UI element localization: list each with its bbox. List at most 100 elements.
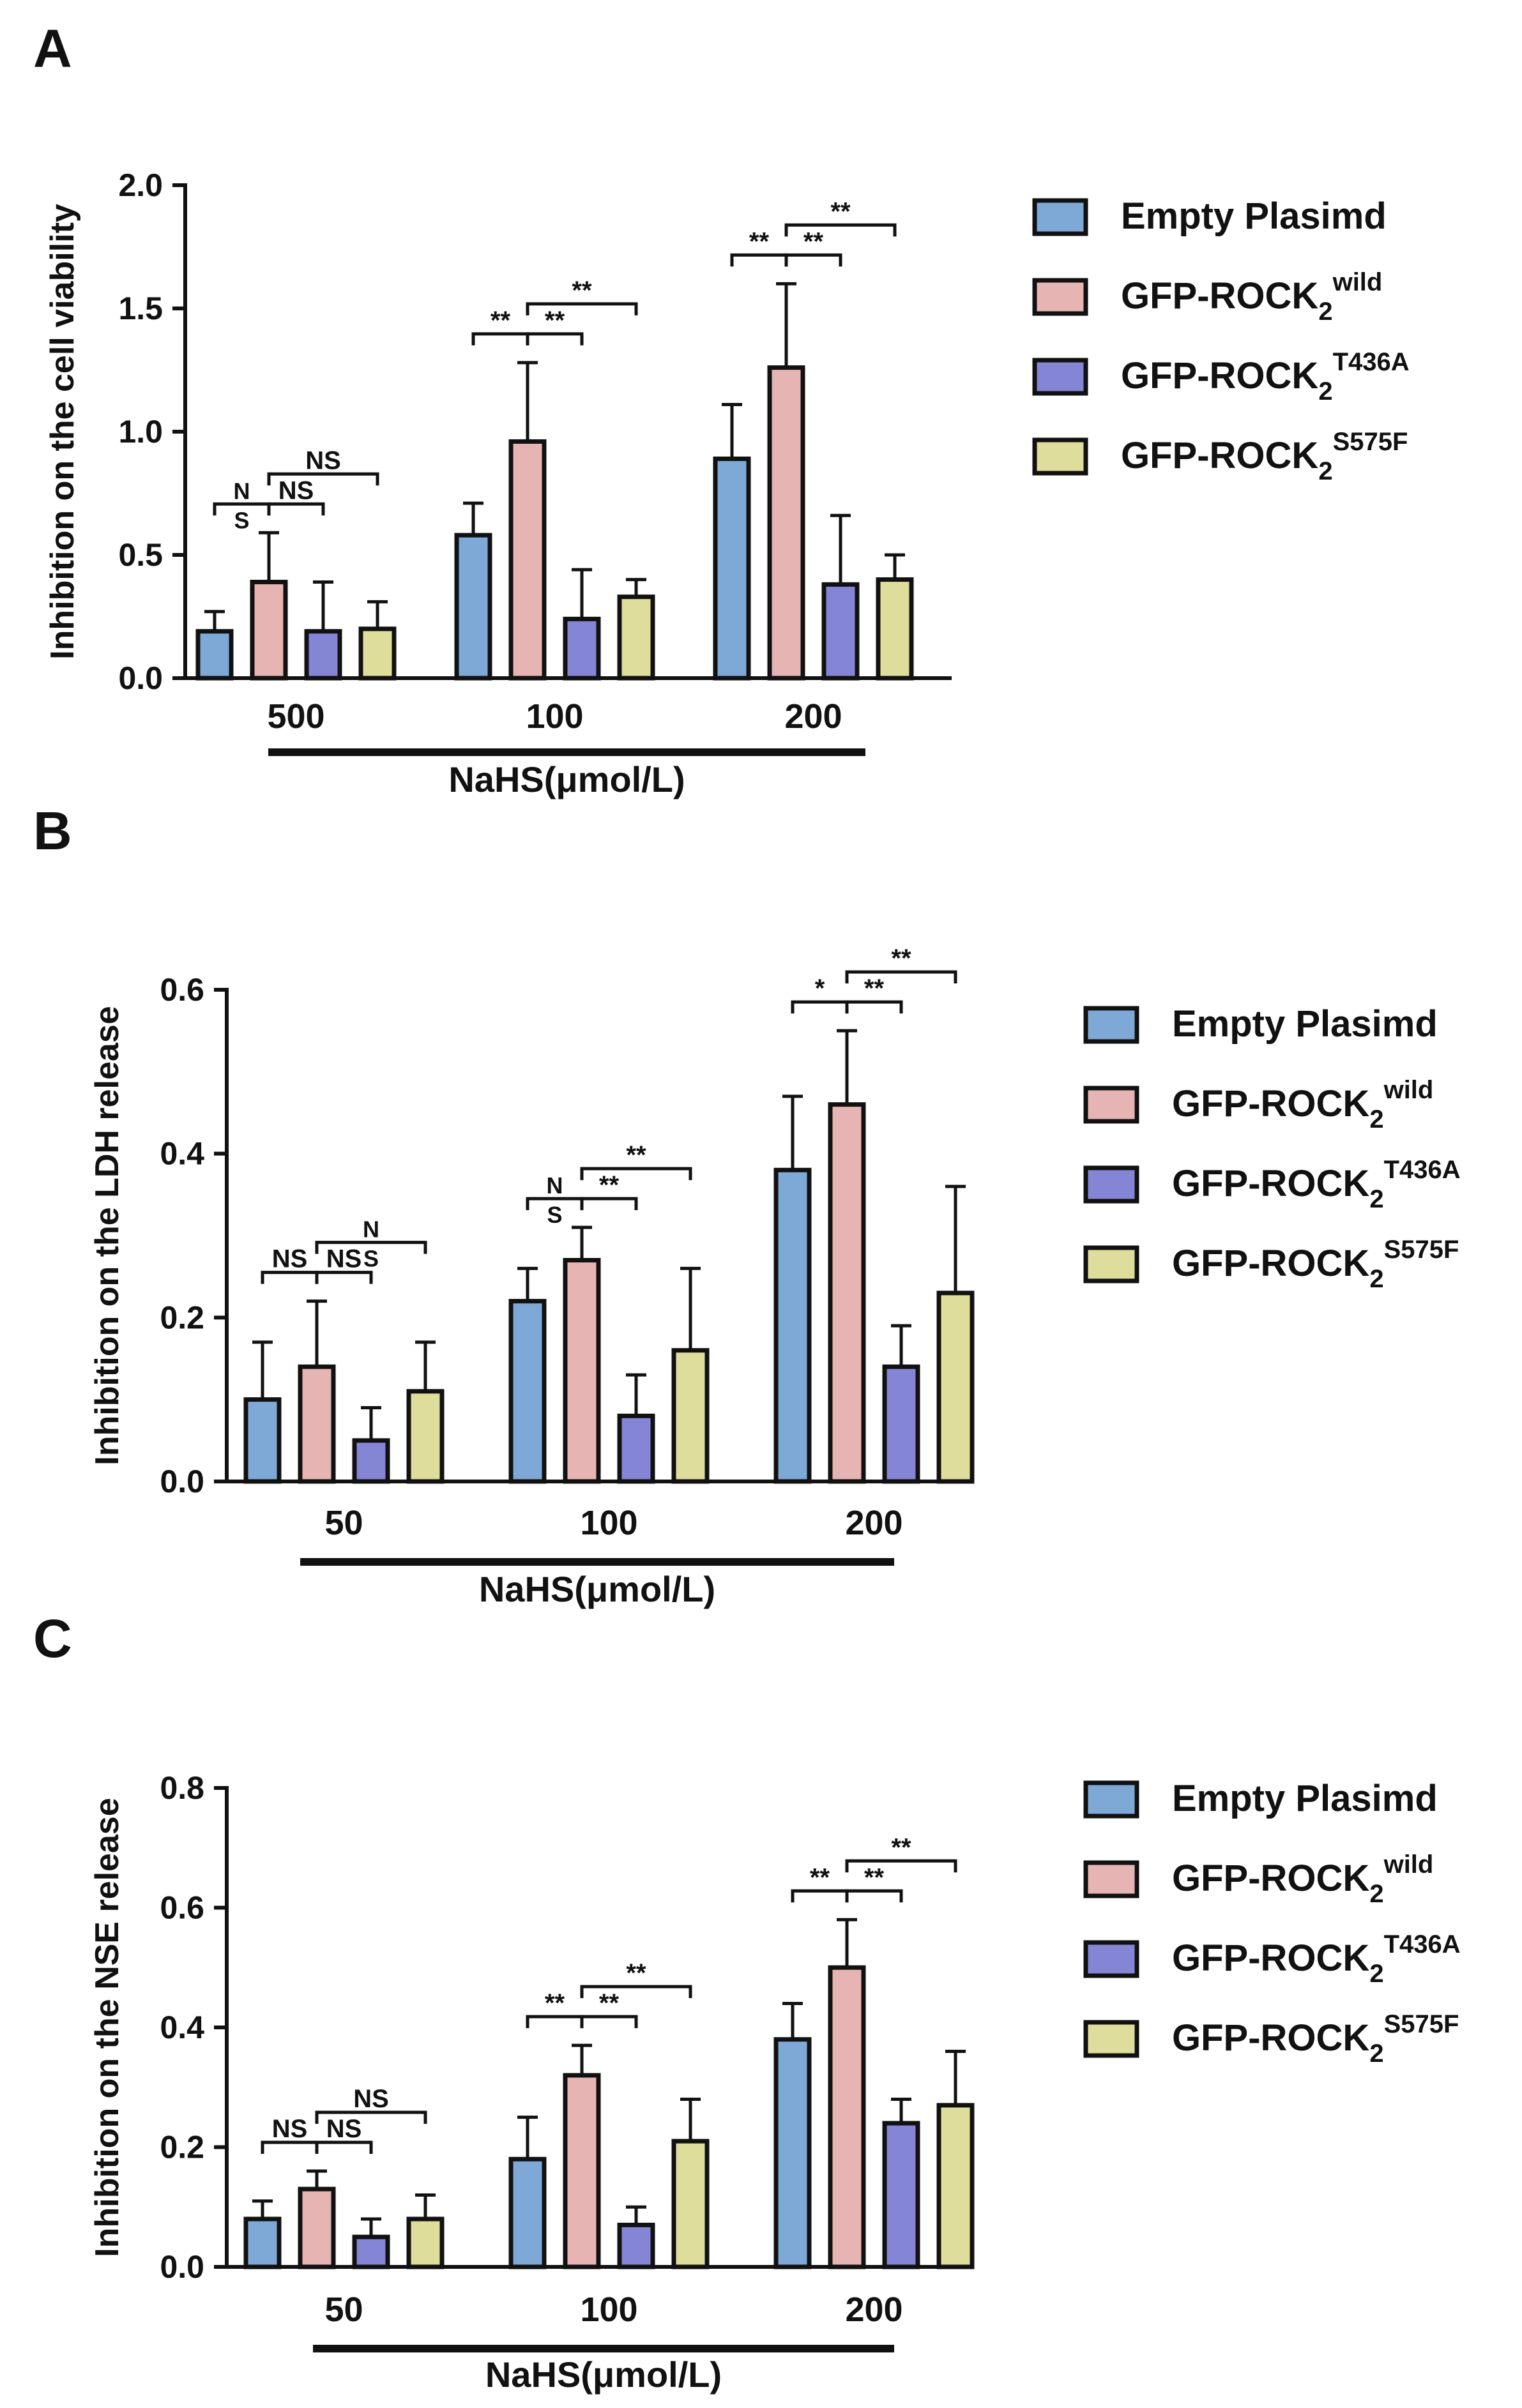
legend-swatch <box>1083 1006 1139 1044</box>
bar <box>936 1291 975 1484</box>
significance-label: ** <box>803 227 824 255</box>
significance-label: ** <box>626 1959 646 1987</box>
x-tick-label: 200 <box>784 697 842 736</box>
y-tick-label: 0.4 <box>160 2010 204 2045</box>
legend-swatch <box>1032 358 1088 396</box>
legend-swatch <box>1083 1860 1139 1898</box>
significance-label: NS <box>353 2085 389 2113</box>
significance-label: ** <box>810 1863 830 1891</box>
bar <box>358 626 397 681</box>
significance-label: N <box>234 478 250 504</box>
significance-bracket <box>267 472 379 486</box>
y-tick-label: 0.4 <box>160 1136 204 1172</box>
bar <box>828 1102 866 1484</box>
legend-item: GFP-ROCK2wild <box>1083 1076 1433 1133</box>
x-tick-label: 200 <box>845 1504 902 1542</box>
bar <box>563 616 601 681</box>
y-tick-label: 0.5 <box>118 537 163 573</box>
legend-item: Empty Plasimd <box>1032 195 1387 237</box>
y-tick-label: 0.6 <box>160 1890 204 1926</box>
significance-label: ** <box>749 227 770 255</box>
bar <box>243 2216 282 2269</box>
significance-label: ** <box>864 974 885 1003</box>
bar <box>773 2037 812 2269</box>
x-axis-title: NaHS(μmol/L) <box>485 2354 722 2395</box>
significance-label: ** <box>891 944 911 973</box>
y-tick-label: 1.0 <box>118 414 163 450</box>
bar <box>243 1397 282 1484</box>
panel-a: A 0.0 0.5 1.0 1.5 2.0 Inhibition on the cell v… <box>33 19 1410 799</box>
y-axis-title: Inhibition on the LDH release <box>89 1006 126 1465</box>
bar <box>298 1364 336 1484</box>
y-tick-label: 2.0 <box>118 167 163 203</box>
bar <box>454 533 492 681</box>
legend-item: GFP-ROCK2T436A <box>1083 1930 1461 1988</box>
legend-label: Empty Plasimd <box>1172 1003 1438 1045</box>
legend-item: GFP-ROCK2T436A <box>1083 1156 1461 1213</box>
y-axis-title: Inhibition on the cell viability <box>44 204 81 660</box>
legend-label: GFP-ROCK2wild <box>1172 1076 1433 1133</box>
legend-swatch <box>1083 1165 1139 1204</box>
legend-label: GFP-ROCK2T436A <box>1172 1156 1461 1213</box>
x-axis-title: NaHS(μmol/L) <box>479 1569 715 1609</box>
significance-label: ** <box>599 1171 620 1199</box>
bar <box>406 1389 445 1484</box>
bar <box>304 629 342 681</box>
significance-bracket <box>580 2015 638 2029</box>
y-tick-label: 0.2 <box>160 1299 204 1335</box>
legend-label: Empty Plasimd <box>1121 195 1387 237</box>
significance-bracket <box>471 332 529 345</box>
legend-swatch <box>1083 1086 1139 1124</box>
significance-bracket <box>526 302 638 315</box>
significance-label: ** <box>572 276 592 305</box>
x-axis-title: NaHS(μmol/L) <box>448 759 685 799</box>
significance-label: N <box>547 1172 563 1199</box>
bar <box>563 1258 601 1484</box>
legend-label: GFP-ROCK2T436A <box>1121 348 1410 405</box>
legend-item: GFP-ROCK2wild <box>1083 1851 1433 1908</box>
legend-label: GFP-ROCK2wild <box>1172 1851 1433 1908</box>
legend-label: GFP-ROCK2T436A <box>1172 1930 1461 1988</box>
bar <box>617 2222 655 2269</box>
significance-bracket <box>845 1889 903 1903</box>
y-tick-label: 0.0 <box>160 1464 204 1499</box>
significance-bracket <box>315 2140 373 2154</box>
significance-bracket <box>315 1271 373 1284</box>
significance-label: S <box>547 1202 562 1228</box>
legend-label: GFP-ROCK2wild <box>1121 268 1382 326</box>
significance-label: ** <box>545 1989 565 2017</box>
bar <box>671 1348 710 1484</box>
bar <box>563 2073 601 2269</box>
legend-label: GFP-ROCK2S575F <box>1121 428 1408 485</box>
x-tick-label: 500 <box>267 697 324 736</box>
bar <box>876 577 914 681</box>
significance-bracket <box>261 1271 319 1284</box>
bar <box>406 2216 445 2269</box>
legend-swatch <box>1032 198 1088 236</box>
significance-bracket <box>580 1197 638 1211</box>
significance-label: ** <box>864 1863 885 1891</box>
significance-bracket <box>526 2015 584 2029</box>
significance-bracket <box>526 332 584 345</box>
legend-label: GFP-ROCK2S575F <box>1172 1236 1459 1293</box>
bar <box>882 2121 920 2269</box>
bar <box>250 579 288 681</box>
legend-swatch <box>1083 1245 1139 1284</box>
significance-bracket <box>845 1859 957 1873</box>
y-tick-label: 0.0 <box>160 2249 204 2285</box>
x-tick-label: 100 <box>580 2291 637 2329</box>
significance-bracket <box>315 1241 427 1254</box>
bar <box>352 2234 390 2269</box>
legend-swatch <box>1032 437 1088 476</box>
significance-label: ** <box>599 1989 620 2017</box>
significance-bracket <box>791 1889 849 1903</box>
bar <box>352 1438 390 1484</box>
y-axis-title: Inhibition on the NSE release <box>89 1798 126 2257</box>
bar <box>508 439 547 681</box>
legend-swatch <box>1032 278 1088 316</box>
significance-bracket <box>580 1167 692 1181</box>
legend-item: GFP-ROCK2S575F <box>1032 428 1408 485</box>
bar <box>508 1299 547 1484</box>
